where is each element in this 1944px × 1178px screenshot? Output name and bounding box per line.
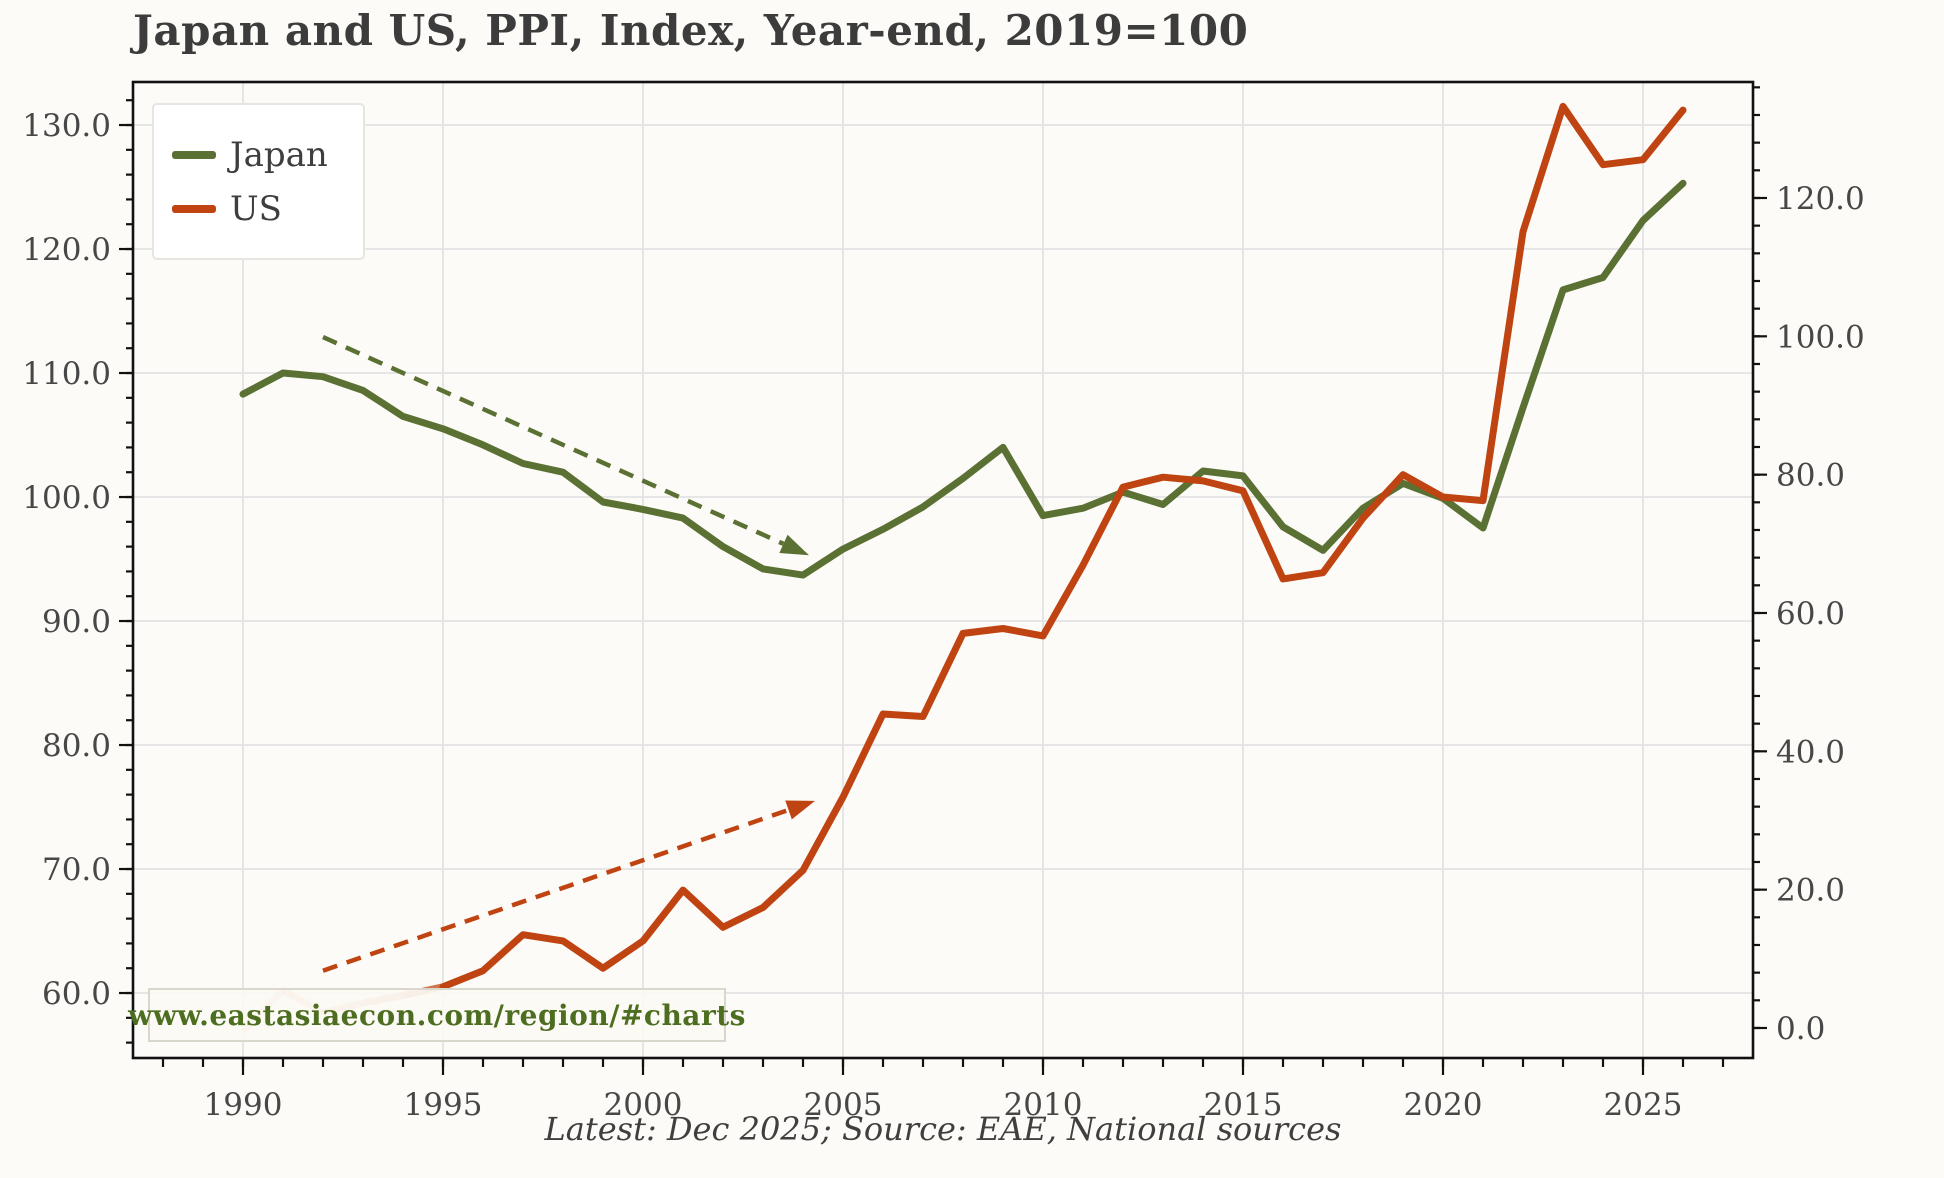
y-left-tick-label: 90.0 — [42, 604, 111, 640]
gridlines — [133, 82, 1753, 1058]
x-tick-label: 1995 — [404, 1087, 483, 1123]
y-right-tick-label: 60.0 — [1776, 596, 1845, 632]
us-trend-arrow — [322, 800, 815, 973]
watermark: www.eastasiaecon.com/region/#charts — [128, 988, 745, 1042]
y-left-tick-label: 120.0 — [22, 232, 111, 268]
y-right-tick-label: 20.0 — [1776, 873, 1845, 909]
legend: Japan US — [152, 103, 365, 260]
us-line-swatch — [172, 204, 216, 213]
series-japan-line — [239, 179, 1687, 579]
y-left-tick-label: 80.0 — [42, 728, 111, 764]
y-axis-right: 0.0 20.0 40.0 60.0 80.0 100.0 120.0 — [1753, 86, 1865, 1047]
y-right-tick-label: 120.0 — [1776, 181, 1865, 217]
y-right-tick-label: 100.0 — [1776, 319, 1865, 355]
legend-label-us: US — [230, 188, 282, 229]
y-right-tick-label: 80.0 — [1776, 458, 1845, 494]
legend-item-japan: Japan — [172, 138, 363, 172]
japan-line-swatch — [172, 150, 216, 159]
watermark-url: www.eastasiaecon.com/region/#charts — [128, 998, 746, 1032]
x-tick-label: 2020 — [1404, 1087, 1483, 1123]
x-tick-label: 2025 — [1604, 1087, 1683, 1123]
x-axis: 1990 1995 2000 2005 2010 2015 2020 2025 — [161, 1058, 1725, 1123]
y-left-tick-label: 60.0 — [42, 976, 111, 1012]
japan-trend-arrow — [322, 335, 809, 556]
x-tick-label: 2005 — [804, 1087, 883, 1123]
x-tick-label: 2010 — [1004, 1087, 1083, 1123]
legend-label-japan: Japan — [230, 134, 328, 175]
y-left-tick-label: 70.0 — [42, 852, 111, 888]
legend-item-us: US — [172, 192, 363, 226]
x-tick-label: 2015 — [1204, 1087, 1283, 1123]
y-left-tick-label: 100.0 — [22, 480, 111, 516]
x-tick-label: 2000 — [604, 1087, 683, 1123]
y-left-tick-label: 110.0 — [22, 356, 111, 392]
y-right-tick-label: 40.0 — [1776, 734, 1845, 770]
chart-title: Japan and US, PPI, Index, Year-end, 2019… — [133, 6, 1249, 55]
series-us-line — [240, 102, 1687, 1034]
x-tick-label: 1990 — [204, 1087, 283, 1123]
y-right-tick-label: 0.0 — [1776, 1011, 1825, 1047]
chart-caption: Latest: Dec 2025; Source: EAE, National … — [544, 1110, 1342, 1148]
axes-spines — [131, 80, 1755, 1060]
y-left-tick-label: 130.0 — [22, 108, 111, 144]
y-axis-left: 60.0 70.0 80.0 90.0 100.0 110.0 120.0 130.0 — [22, 99, 133, 1044]
